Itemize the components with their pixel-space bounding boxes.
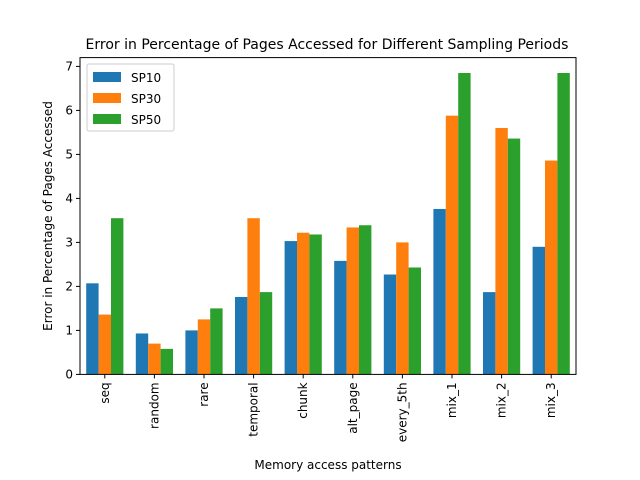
x-tick-label-seq: seq (98, 382, 112, 403)
bar-sp50-mix_1 (458, 73, 471, 375)
x-tick-label-alt_page: alt_page (346, 382, 360, 433)
y-axis: 0 1 2 3 4 5 6 7 (65, 59, 80, 381)
bar-sp30-mix_3 (545, 160, 558, 375)
bar-sp10-seq (86, 283, 99, 375)
bar-sp50-mix_2 (507, 138, 521, 375)
bar-sp10-rare (185, 330, 198, 375)
y-tick-label: 0 (65, 367, 73, 381)
legend: SP10 SP30 SP50 (86, 63, 175, 132)
bar-sp30-mix_2 (495, 128, 508, 375)
bar-sp30-alt_page (346, 227, 359, 375)
bar-sp10-alt_page (334, 260, 347, 375)
x-tick-label-random: random (147, 382, 161, 429)
bar-sp30-mix_1 (445, 115, 459, 375)
x-tick-label-mix_1: mix_1 (445, 382, 459, 418)
bar-sp10-mix_3 (532, 246, 545, 375)
x-axis-title: Memory access patterns (254, 458, 401, 472)
bar-sp50-alt_page (359, 225, 372, 375)
bar-sp10-chunk (284, 241, 297, 375)
x-tick-label-temporal: temporal (247, 382, 261, 436)
bar-sp10-every_5th (383, 274, 397, 375)
x-tick-label-chunk: chunk (296, 382, 310, 418)
legend-label-sp30: SP30 (131, 92, 161, 106)
bar-sp50-chunk (309, 234, 322, 375)
bar-sp10-mix_1 (433, 208, 446, 375)
x-tick-label-mix_3: mix_3 (544, 382, 558, 418)
x-axis: seq random rare temporal chunk alt_page every_… (98, 374, 558, 442)
legend-swatch-sp10 (93, 72, 121, 82)
bar-sp50-temporal (259, 292, 273, 375)
bar-sp10-mix_2 (483, 292, 496, 375)
plot-frame (79, 57, 577, 375)
y-tick-label: 4 (65, 191, 73, 205)
bar-sp10-temporal (235, 296, 248, 375)
legend-swatch-sp50 (93, 114, 121, 124)
chart-title: Error in Percentage of Pages Accessed fo… (86, 37, 569, 53)
bar-sp50-seq (111, 218, 124, 375)
bar-sp30-chunk (297, 232, 310, 375)
legend-swatch-sp30 (93, 93, 121, 103)
y-tick-label: 3 (65, 235, 73, 249)
y-tick-label: 6 (65, 103, 73, 117)
x-tick-label-rare: rare (197, 382, 211, 406)
bar-sp50-mix_3 (557, 73, 570, 375)
legend-label-sp50: SP50 (131, 113, 161, 127)
y-axis-title: Error in Percentage of Pages Accessed (41, 101, 55, 331)
x-tick-label-mix_2: mix_2 (495, 382, 509, 418)
x-tick-label-every_5th: every_5th (395, 382, 409, 442)
legend-label-sp10: SP10 (131, 71, 161, 85)
bar-sp30-seq (98, 314, 111, 375)
bar-sp30-random (148, 343, 161, 375)
bar-sp50-rare (210, 308, 223, 375)
bar-sp30-rare (197, 319, 211, 375)
y-tick-label: 7 (65, 59, 73, 73)
bar-sp10-random (135, 333, 149, 375)
bar-sp30-temporal (247, 218, 260, 375)
y-tick-label: 1 (65, 323, 73, 337)
bar-sp30-every_5th (396, 242, 409, 375)
bar-sp50-every_5th (408, 267, 421, 375)
y-tick-label: 2 (65, 279, 73, 293)
bar-sp50-random (160, 348, 173, 375)
y-tick-label: 5 (65, 147, 73, 161)
bars-group (86, 73, 570, 375)
